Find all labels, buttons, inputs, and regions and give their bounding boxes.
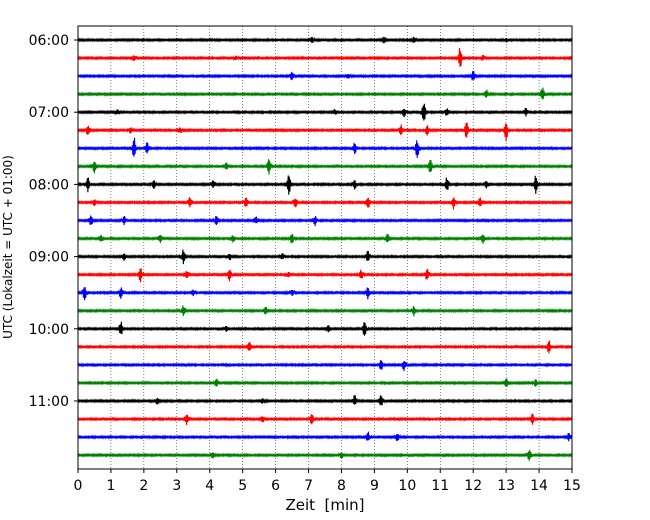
x-axis-label: Zeit [min] [285, 496, 364, 514]
y-tick-label-3: 09:00 [29, 250, 69, 266]
x-tick-label-15: 15 [563, 478, 581, 494]
x-tick-label-12: 12 [464, 478, 482, 494]
x-tick-label-7: 7 [304, 478, 313, 494]
trace-0900 [77, 249, 573, 265]
trace-1045 [77, 378, 573, 388]
x-tick-label-0: 0 [74, 478, 83, 494]
trace-0815 [77, 197, 573, 210]
x-tick-label-8: 8 [337, 478, 346, 494]
x-tick-label-9: 9 [370, 478, 379, 494]
trace-0715 [77, 122, 573, 142]
trace-0800 [77, 175, 573, 195]
x-tick-label-14: 14 [530, 478, 548, 494]
trace-1015 [77, 340, 573, 354]
trace-1030 [77, 360, 573, 372]
trace-0915 [77, 268, 573, 283]
trace-0645 [77, 87, 573, 100]
trace-group [77, 36, 573, 461]
y-tick-label-2: 08:00 [29, 177, 69, 193]
trace-1145 [77, 449, 573, 461]
y-tick-label-0: 06:00 [29, 33, 69, 49]
trace-0945 [77, 305, 573, 317]
x-tick-label-3: 3 [172, 478, 181, 494]
x-tick-label-10: 10 [398, 478, 416, 494]
y-tick-label-4: 10:00 [29, 322, 69, 338]
x-tick-label-2: 2 [139, 478, 148, 494]
y-tick-label-5: 11:00 [29, 394, 69, 410]
plot-background [78, 26, 572, 469]
trace-0615 [77, 48, 573, 67]
trace-0845 [77, 233, 573, 244]
plot-frame [77, 25, 573, 470]
x-tick-label-1: 1 [106, 478, 115, 494]
x-tick-label-4: 4 [205, 478, 214, 494]
trace-0600 [77, 36, 573, 44]
trace-1130 [77, 431, 573, 442]
trace-0730 [77, 137, 573, 158]
y-axis-label: UTC (Lokalzeit = UTC + 01:00) [1, 155, 15, 339]
grid-lines [110, 26, 540, 469]
trace-1115 [77, 413, 573, 426]
x-tick-label-13: 13 [497, 478, 515, 494]
x-axis: 0 1 2 3 4 5 6 7 8 9 10 11 12 13 14 15 [74, 469, 581, 494]
trace-0830 [77, 215, 573, 227]
trace-0745 [77, 159, 573, 175]
y-tick-label-1: 07:00 [29, 105, 69, 121]
trace-1000 [77, 321, 573, 336]
trace-1100 [77, 395, 573, 406]
x-tick-label-5: 5 [238, 478, 247, 494]
y-axis: 06:00 07:00 08:00 09:00 10:00 11:00 [29, 33, 78, 410]
trace-0630 [77, 70, 573, 81]
x-tick-label-6: 6 [271, 478, 280, 494]
x-tick-label-11: 11 [431, 478, 449, 494]
trace-0930 [77, 287, 573, 301]
trace-0700 [77, 103, 573, 121]
